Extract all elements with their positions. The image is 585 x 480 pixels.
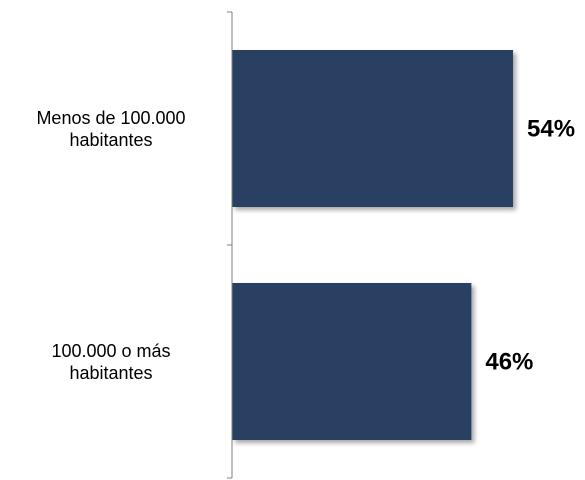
bars-layer (232, 50, 513, 440)
category-label-line: habitantes (69, 129, 153, 150)
value-label: 54% (527, 116, 575, 143)
bar (232, 283, 472, 440)
bar (232, 50, 513, 207)
category-axis (227, 11, 233, 479)
category-label-line: Menos de 100.000 (36, 107, 186, 128)
category-label-line: habitantes (69, 362, 153, 383)
category-label: 100.000 o más habitantes (6, 340, 216, 384)
category-label: Menos de 100.000 habitantes (6, 107, 216, 151)
value-labels-layer: 54% 46% (485, 116, 575, 376)
value-label: 46% (485, 349, 533, 376)
category-label-line: 100.000 o más (51, 340, 171, 361)
